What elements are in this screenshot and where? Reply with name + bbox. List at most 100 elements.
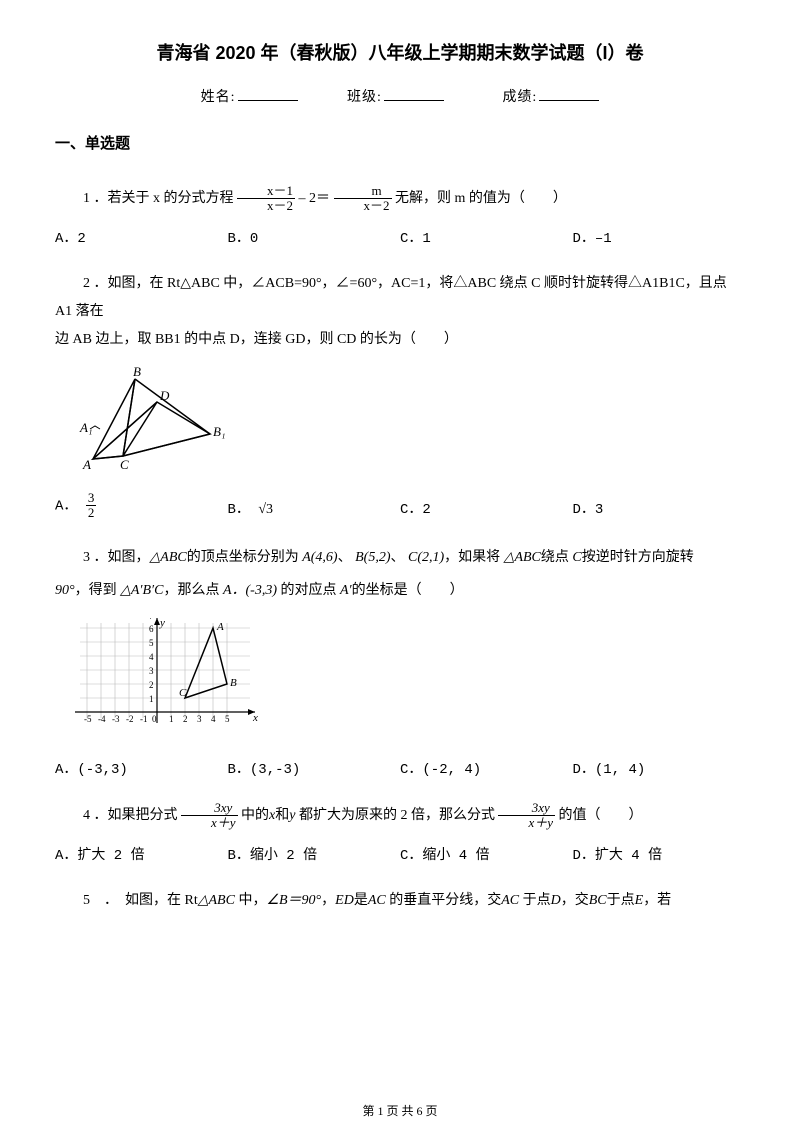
svg-text:B: B [230,677,237,689]
q5-s3: ， [321,893,335,908]
question-3-line1: 3 ．如图，△ABC的顶点坐标分别为 A(4,6)、 B(5,2)、 C(2,1… [55,541,745,575]
q4-opt-b: B．缩小 2 倍 [228,846,401,867]
q3-opt-d: D．(1, 4) [573,760,746,781]
svg-text:0: 0 [152,714,157,724]
q5-s9: ，若 [643,893,671,908]
svg-text:2: 2 [183,714,188,724]
q5-s5: 的垂直平分线，交 [386,893,502,908]
q2a-num: 3 [86,491,97,506]
q5-bc: BC [589,893,607,908]
question-5: 5 ． 如图，在 Rt△ABC 中，∠B＝90°，ED是AC 的垂直平分线，交A… [55,887,745,915]
q4-f1d: x＋y [181,816,238,830]
svg-text:A: A [82,457,91,472]
q5-ang: ∠B＝90° [266,893,321,908]
q5-ac2: AC [501,893,519,908]
q3-figure: y x A B C -5-4-3 -2-10 123 45 123 456 7 [75,618,745,750]
svg-text:y: y [159,618,165,629]
svg-text:C: C [120,457,129,472]
q1-opt-c: C．1 [400,229,573,250]
q1-mid: – 2＝ [299,191,331,206]
q3-C: C [572,550,581,565]
name-blank[interactable] [238,87,298,101]
q4-frac2: 3xyx＋y [498,801,555,831]
q4-a: 4 ．如果把分式 [83,808,181,823]
q1-stem-b: 无解，则 m 的值为（ ） [395,191,567,206]
q4-c: 都扩大为原来的 2 倍，那么分式 [299,808,499,823]
q2-opt-a-lbl: A． [55,499,77,515]
svg-text:5: 5 [225,714,230,724]
q5-d: D [551,893,561,908]
q2-figure: B D A₁ B₁ A C [75,364,745,481]
svg-text:-2: -2 [126,714,134,724]
q1-frac2: mx－2 [334,184,392,214]
q4-frac1: 3xyx＋y [181,801,238,831]
q3-A: A．(-3,3) [223,583,277,598]
q4-options: A．扩大 2 倍 B．缩小 2 倍 C．缩小 4 倍 D．扩大 4 倍 [55,846,745,867]
q4-opt-a: A．扩大 2 倍 [55,846,228,867]
svg-text:7: 7 [149,618,154,621]
q3-l2a: ，得到 [75,583,117,598]
q3-90: 90° [55,583,75,598]
q2-opt-b: B． √3 [228,499,401,521]
q3-c: ，如果将 [444,550,500,565]
svg-text:-4: -4 [98,714,106,724]
q1-opt-b: B．0 [228,229,401,250]
q3-tri2: △ABC [504,550,541,565]
q1-frac1-den: x－2 [237,199,295,213]
class-blank[interactable] [384,87,444,101]
q1-options: A．2 B．0 C．1 D．–1 [55,229,745,250]
q4-f2d: x＋y [498,816,555,830]
svg-text:x: x [252,712,258,724]
svg-text:5: 5 [149,638,154,648]
svg-text:D: D [159,388,170,403]
q5-ed: ED [335,893,354,908]
q1-opt-d: D．–1 [573,229,746,250]
page-number: 第 1 页 共 6 页 [0,1102,800,1120]
score-label: 成绩: [502,90,537,105]
q3-d: 绕点 [541,550,569,565]
q3-tri1: △ABC [150,550,187,565]
q3-l2d: 的坐标是（ ） [352,583,464,598]
svg-text:B₁: B₁ [213,424,225,439]
q5-s6: 于点 [519,893,551,908]
svg-text:-3: -3 [112,714,120,724]
section-1-title: 一、单选题 [55,133,745,156]
q5-e: E [635,893,644,908]
q3-Ap: A′ [340,583,352,598]
q3-opt-c: C．(-2, 4) [400,760,573,781]
q1-frac1: x－1x－2 [237,184,295,214]
q2-opt-b-val: √3 [258,502,273,517]
q2-opt-c: C．2 [400,500,573,521]
q2-options: A． 32 B． √3 C．2 D．3 [55,491,745,521]
q3-b: 的顶点坐标分别为 [187,550,299,565]
q1-frac2-den: x－2 [334,199,392,213]
svg-text:-1: -1 [140,714,148,724]
class-label: 班级: [347,90,382,105]
q1-opt-a: A．2 [55,229,228,250]
q4-b: 中的 [241,808,269,823]
svg-text:C: C [179,687,187,699]
exam-title: 青海省 2020 年（春秋版）八年级上学期期末数学试题（I）卷 [55,40,745,67]
q3-pC: C(2,1) [408,550,444,565]
question-4: 4 ．如果把分式 3xyx＋y 中的x和y 都扩大为原来的 2 倍，那么分式 3… [55,801,745,831]
svg-text:2: 2 [149,680,154,690]
svg-text:A₁: A₁ [79,420,92,435]
svg-text:1: 1 [169,714,174,724]
q2-opt-d: D．3 [573,500,746,521]
q5-s2: 中， [235,893,267,908]
q5-s8: 于点 [607,893,635,908]
q2a-den: 2 [86,506,97,520]
q4-f2n: 3xy [498,801,555,816]
q1-frac2-num: m [334,184,392,199]
q4-and: 和 [275,808,289,823]
q3-triP: △A′B′C [120,583,163,598]
svg-text:B: B [133,364,141,379]
q4-d: 的值（ ） [559,808,643,823]
q1-frac1-num: x－1 [237,184,295,199]
student-info-row: 姓名: 班级: 成绩: [55,87,745,108]
q3-e: 按逆时针方向旋转 [582,550,694,565]
q1-stem-a: 1 ．若关于 x 的分式方程 [83,191,237,206]
score-blank[interactable] [539,87,599,101]
q3-l2c: 的对应点 [277,583,337,598]
q3-opt-a: A．(-3,3) [55,760,228,781]
